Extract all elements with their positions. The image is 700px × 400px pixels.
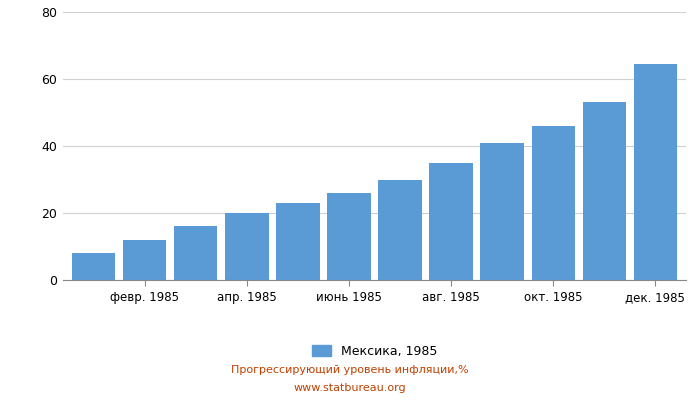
Bar xyxy=(634,64,677,280)
Bar xyxy=(429,163,472,280)
Text: www.statbureau.org: www.statbureau.org xyxy=(294,383,406,393)
Bar xyxy=(225,213,269,280)
Bar xyxy=(378,180,421,280)
Legend: Мексика, 1985: Мексика, 1985 xyxy=(307,340,442,363)
Bar xyxy=(72,253,116,280)
Bar xyxy=(276,203,320,280)
Bar xyxy=(582,102,626,280)
Text: Прогрессирующий уровень инфляции,%: Прогрессирующий уровень инфляции,% xyxy=(231,365,469,375)
Bar xyxy=(531,126,575,280)
Bar xyxy=(123,240,167,280)
Bar xyxy=(328,193,371,280)
Bar xyxy=(174,226,218,280)
Bar xyxy=(480,143,524,280)
